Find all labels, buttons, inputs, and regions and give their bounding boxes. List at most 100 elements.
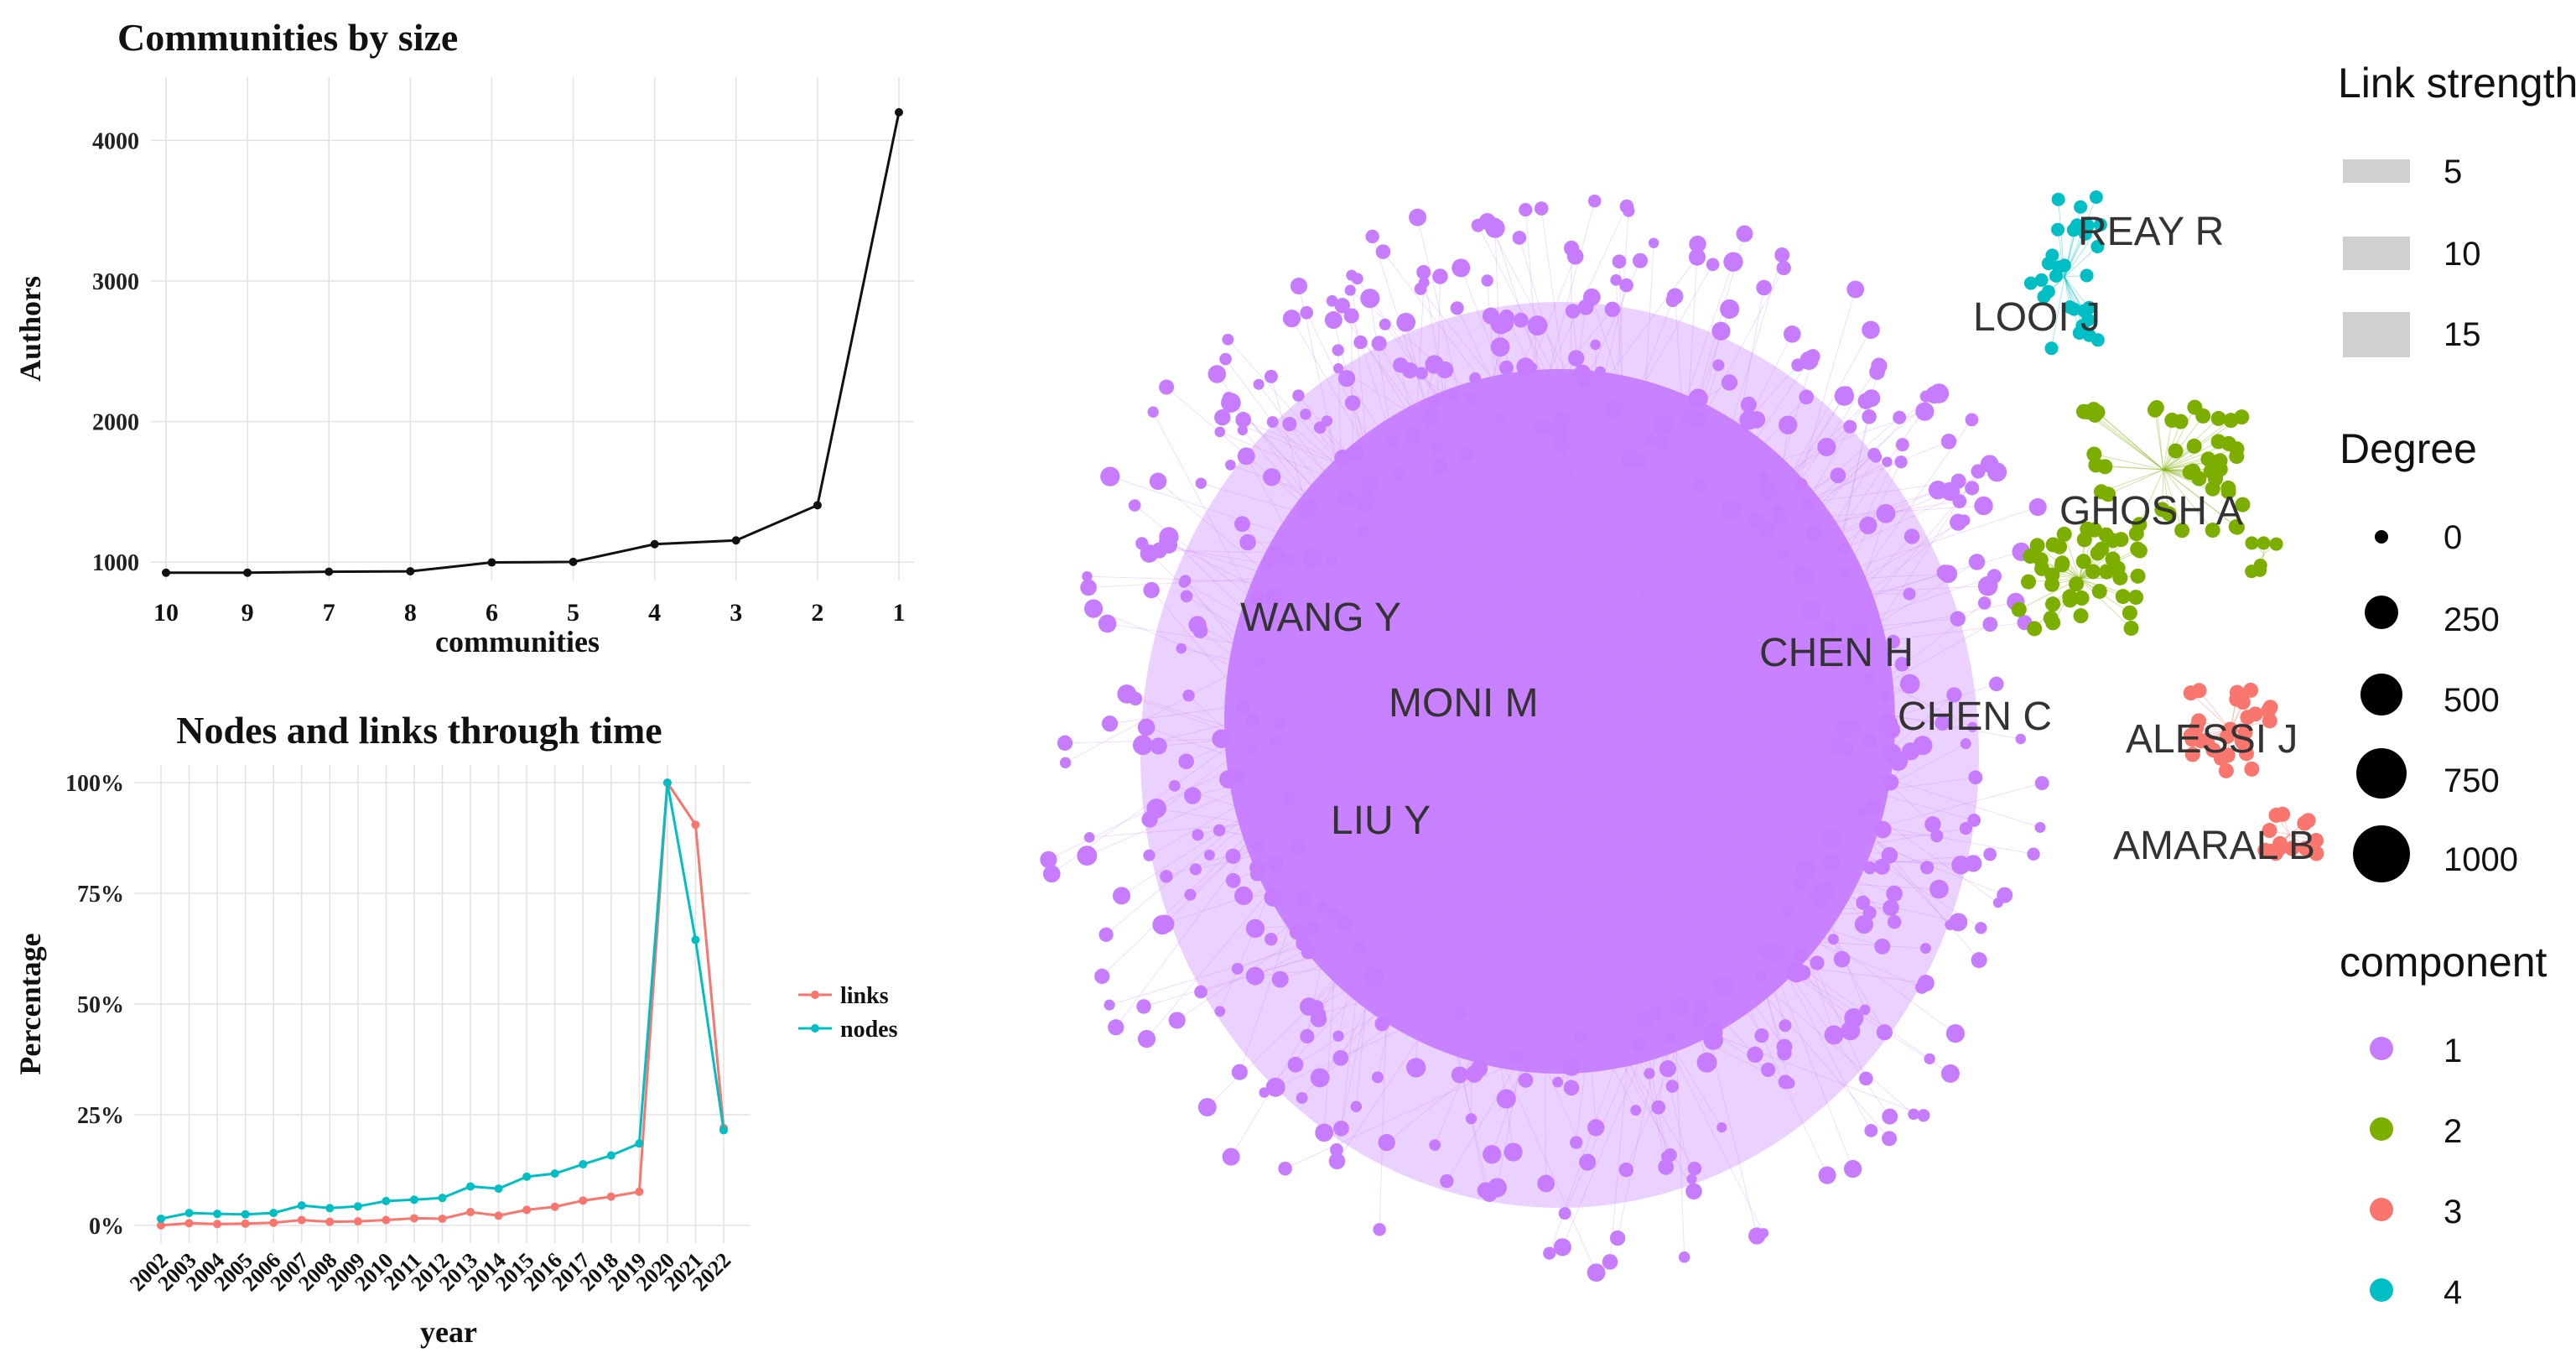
node-component-1	[1222, 333, 1234, 346]
node-component-1	[1975, 922, 1987, 934]
node-component-1	[1405, 427, 1421, 444]
node-component-2	[2164, 413, 2180, 429]
edge	[1439, 466, 1607, 877]
node-component-1	[1587, 1263, 1606, 1283]
node-component-1	[1176, 643, 1187, 654]
node-component-1	[1425, 355, 1444, 374]
node-component-1	[1971, 952, 1987, 969]
node-component-1	[1429, 1139, 1441, 1152]
node-component-1	[1827, 934, 1839, 945]
node-component-1	[1590, 339, 1601, 351]
node-component-1	[1265, 587, 1283, 606]
node-component-1	[1721, 374, 1738, 391]
node-component-1	[1267, 545, 1285, 564]
node-component-1	[1355, 492, 1376, 513]
node-component-1	[1265, 369, 1278, 383]
data-point-links	[157, 1220, 165, 1230]
panel-network-graph: REAY R LOOI J GHOSH A WANG Y MONI M CHEN…	[1040, 60, 2576, 1311]
edge	[1576, 568, 1647, 1143]
node-component-1	[1494, 412, 1506, 424]
edge	[1491, 583, 1695, 1155]
node-component-1	[1859, 516, 1877, 534]
edge	[1149, 553, 1533, 911]
edge	[2094, 453, 2164, 471]
data-point-links	[269, 1218, 278, 1227]
node-component-1	[1265, 1077, 1285, 1097]
node-component-1	[1513, 312, 1529, 328]
edge	[1145, 726, 1706, 921]
node-component-1	[1841, 386, 1853, 398]
node-component-1	[1234, 886, 1254, 905]
node-component-1	[1774, 247, 1790, 263]
edge	[1352, 403, 1417, 778]
edge	[1437, 908, 1786, 1083]
edge	[1686, 736, 1895, 923]
edge	[1478, 659, 1724, 986]
chart-title-nodes-links: Nodes and links through time	[176, 709, 662, 752]
data-point	[569, 557, 578, 566]
edge	[1109, 633, 1766, 725]
node-component-1	[1353, 335, 1368, 350]
edge	[1462, 937, 1924, 1116]
node-component-1	[1235, 412, 1252, 428]
edge	[1186, 596, 1728, 931]
edge	[1221, 738, 1382, 785]
node-component-1	[1082, 570, 1093, 582]
y-tick-labels-nodes-links: 0% 25% 50% 75% 100%	[65, 771, 124, 1240]
edge	[1382, 532, 1800, 571]
edge	[1270, 376, 1386, 797]
node-component-1	[1794, 948, 1809, 962]
edge	[1459, 824, 1690, 1075]
node-component-1	[1567, 350, 1585, 367]
node-component-3	[2262, 823, 2277, 839]
node-component-2	[2205, 523, 2220, 539]
edge	[1505, 680, 1746, 1100]
node-component-1	[1333, 1120, 1349, 1137]
node-component-1	[1830, 467, 1846, 484]
edge	[1230, 402, 1690, 871]
edge	[1561, 419, 1617, 783]
edge	[1351, 315, 1356, 789]
node-component-1	[1469, 372, 1482, 384]
edge	[1656, 360, 1810, 586]
node-component-3	[2272, 835, 2288, 851]
edge	[1425, 619, 1838, 747]
node-component-1	[1128, 499, 1141, 512]
edge	[1471, 529, 1999, 903]
node-component-1	[1402, 362, 1419, 379]
node-component-1	[1857, 807, 1868, 818]
node-component-1	[1871, 357, 1888, 374]
node-component-1	[1348, 444, 1365, 461]
node-component-2	[2132, 543, 2148, 559]
edge	[1417, 217, 1511, 612]
node-component-2	[2122, 605, 2137, 621]
node-component-1	[1952, 494, 1967, 508]
edge	[1337, 350, 1353, 934]
edge	[1142, 609, 1684, 746]
edge	[1421, 372, 1762, 883]
edge	[1460, 323, 1505, 642]
node-component-1	[1779, 1019, 1792, 1033]
node-component-1	[1917, 1109, 1930, 1122]
node-component-1	[1689, 235, 1706, 253]
edge	[1556, 233, 1745, 888]
edge	[1222, 417, 1752, 632]
node-component-1	[1570, 1136, 1583, 1149]
edge	[1448, 381, 1585, 865]
node-component-2	[2253, 563, 2267, 577]
node-component-2	[2062, 592, 2078, 608]
node-component-1	[1795, 860, 1816, 880]
node-component-2	[2115, 589, 2131, 605]
edge	[1412, 435, 1417, 705]
edge	[1509, 759, 2034, 855]
edge	[1569, 247, 1572, 746]
edge	[1306, 693, 1374, 1037]
edge	[1763, 745, 1924, 916]
y-tick-label: 50%	[77, 992, 124, 1018]
edge	[1237, 790, 1698, 970]
edge	[1157, 481, 1685, 927]
edge	[1436, 863, 1650, 1074]
edge	[1646, 356, 1814, 940]
node-component-1	[1287, 1056, 1304, 1073]
edge	[1275, 869, 1748, 1088]
